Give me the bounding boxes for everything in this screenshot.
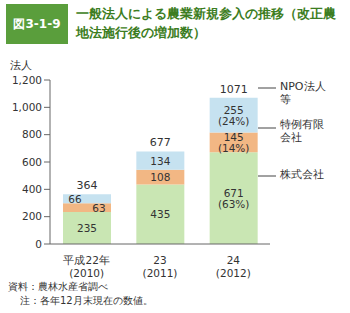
html-text:株式会社: 株式会社 (280, 168, 324, 181)
html-text:一般法人による農業新規参入の推移（改正農地法施行後の増加数）: 一般法人による農業新規参入の推移（改正農地法施行後の増加数） (76, 6, 336, 40)
svg-text:0: 0 (35, 238, 42, 250)
svg-text:255(24%): 255(24%) (218, 104, 250, 127)
svg-text:600: 600 (22, 156, 42, 168)
html-text:図3-1-9: 図3-1-9 (13, 16, 61, 31)
svg-text:63: 63 (92, 202, 105, 214)
svg-text:677: 677 (150, 136, 171, 149)
svg-text:24(2012): 24(2012) (216, 254, 251, 279)
svg-text:400: 400 (22, 183, 42, 195)
svg-text:235: 235 (77, 222, 97, 234)
svg-text:364: 364 (77, 179, 98, 192)
html-text:特例有限会社: 特例有限会社 (280, 118, 324, 144)
html-text:資料：農林水産省調べ: 資料：農林水産省調べ (8, 281, 108, 292)
svg-text:671(63%): 671(63%) (218, 187, 250, 210)
svg-text:1,000: 1,000 (12, 101, 42, 113)
svg-text:800: 800 (22, 128, 42, 140)
svg-text:66: 66 (68, 193, 82, 205)
svg-text:200: 200 (22, 210, 42, 222)
svg-text:435: 435 (150, 208, 170, 220)
svg-text:1071: 1071 (220, 83, 248, 96)
html-text:NPO法人等: NPO法人等 (280, 80, 326, 106)
html-text:注：各年12月末現在の数値。: 注：各年12月末現在の数値。 (20, 295, 153, 306)
svg-text:108: 108 (150, 171, 170, 183)
svg-text:134: 134 (150, 155, 170, 167)
svg-text:23(2011): 23(2011) (143, 254, 178, 279)
svg-text:平成22年(2010): 平成22年(2010) (63, 254, 109, 279)
svg-text:1,200: 1,200 (12, 74, 42, 86)
html-text:法人: 法人 (10, 59, 32, 72)
svg-text:145(14%): 145(14%) (218, 131, 250, 154)
